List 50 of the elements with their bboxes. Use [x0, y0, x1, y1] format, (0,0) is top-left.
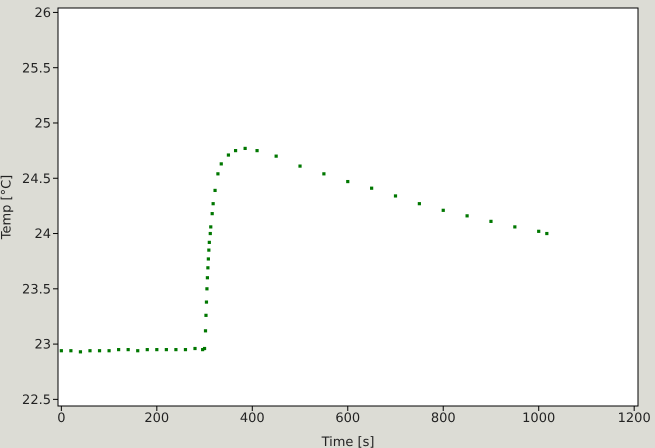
point: [220, 162, 223, 166]
x-tick-label: 800: [430, 411, 456, 426]
y-tick-label: 25.5: [22, 61, 51, 76]
point: [206, 276, 210, 280]
point: [466, 214, 469, 218]
point: [98, 349, 102, 352]
point: [418, 202, 421, 206]
point: [545, 232, 548, 236]
point: [60, 349, 63, 352]
point: [155, 348, 158, 352]
point: [69, 349, 72, 352]
y-axis-title: Temp [°C]: [0, 174, 15, 240]
point: [78, 350, 82, 354]
x-tick-label: 1000: [522, 411, 556, 426]
x-tick-label: 0: [57, 411, 66, 426]
point: [442, 208, 445, 212]
y-tick-label: 23: [34, 338, 51, 353]
point: [322, 172, 326, 176]
y-tick-label: 26: [34, 6, 51, 22]
point: [208, 240, 211, 244]
point: [537, 230, 540, 233]
point: [207, 248, 210, 252]
point: [210, 212, 214, 216]
y-tick-label: 24.5: [22, 172, 51, 187]
point: [136, 349, 140, 352]
x-tick-label: 200: [144, 411, 170, 426]
point: [346, 180, 350, 184]
y-tick-label: 24: [34, 227, 51, 242]
point: [208, 232, 212, 236]
point: [209, 225, 212, 228]
point: [146, 348, 149, 352]
point: [205, 287, 209, 290]
y-tick-label: 23.5: [22, 282, 51, 298]
x-tick-label: 400: [240, 411, 265, 426]
y-tick-label: 25: [34, 116, 51, 132]
point: [274, 154, 278, 158]
x-tick-label: 600: [335, 411, 360, 426]
point: [216, 172, 220, 176]
point: [513, 225, 516, 228]
point: [126, 348, 130, 352]
point: [370, 186, 374, 190]
point: [212, 202, 215, 206]
point: [206, 266, 210, 270]
point: [204, 329, 208, 332]
point: [204, 314, 208, 317]
x-axis-title: Time [s]: [320, 435, 374, 448]
y-tick-label: 22.5: [22, 392, 51, 408]
point: [88, 349, 92, 352]
point: [107, 349, 111, 352]
x-tick-label: 1200: [618, 411, 651, 426]
